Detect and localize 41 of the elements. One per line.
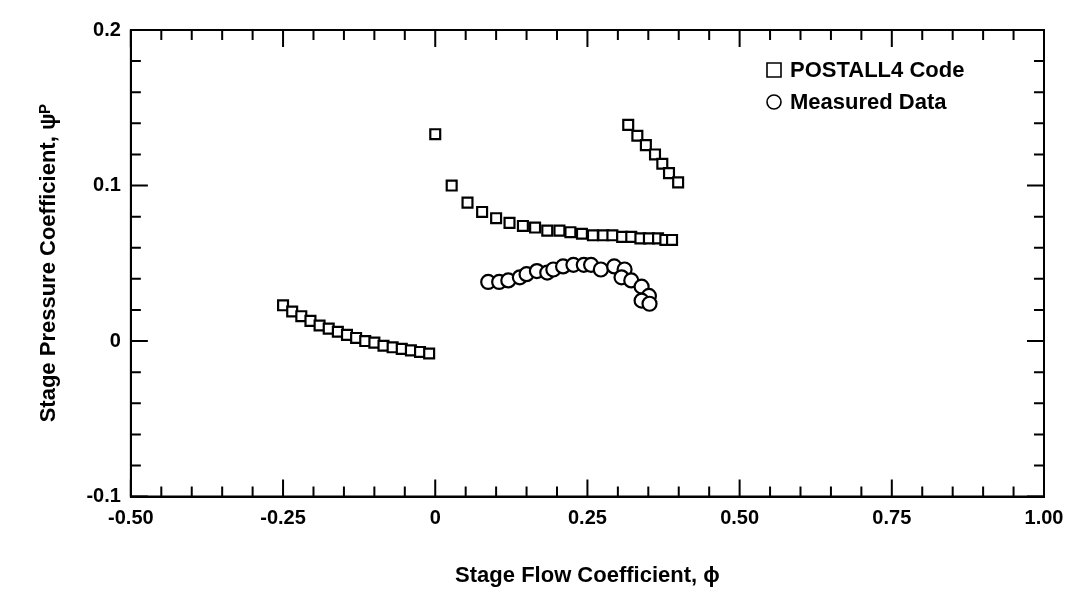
point — [304, 314, 317, 327]
point — [286, 305, 299, 318]
point — [490, 212, 503, 225]
point — [445, 179, 458, 192]
point — [662, 167, 676, 180]
point — [461, 196, 474, 209]
y-tick-label: -0.1 — [86, 484, 121, 507]
legend-label: POSTALL4 Code — [790, 57, 965, 83]
x-tick-label: -0.25 — [260, 506, 306, 529]
x-tick-label: 0.25 — [567, 506, 607, 529]
point — [592, 261, 609, 278]
point — [666, 233, 679, 247]
x-tick-label: 0 — [429, 506, 441, 529]
point — [564, 226, 577, 239]
x-tick-label: -0.50 — [108, 506, 154, 529]
point — [476, 205, 489, 219]
point — [423, 347, 436, 360]
y-tick-label: 0.1 — [93, 173, 121, 196]
point — [529, 221, 542, 234]
point — [631, 129, 644, 142]
x-tick-label: 0.75 — [872, 506, 912, 529]
point — [575, 227, 588, 240]
point — [516, 219, 529, 233]
point — [641, 295, 658, 312]
legend-label: Measured Data — [790, 89, 948, 115]
point — [622, 118, 635, 131]
y-tick-label: 0.2 — [93, 17, 121, 40]
x-tick-label: 0.50 — [720, 506, 760, 529]
point — [541, 224, 554, 237]
y-tick-label: 0 — [109, 328, 121, 351]
point — [429, 128, 442, 141]
point — [672, 176, 685, 189]
point — [656, 157, 669, 170]
y-axis-title: Stage Pressure Coefficient, ψᴾ — [35, 104, 61, 423]
x-tick-label: 1.00 — [1024, 506, 1064, 529]
point — [639, 139, 652, 152]
point — [648, 148, 662, 161]
x-axis-title: Stage Flow Coefficient, ϕ — [455, 561, 720, 587]
point — [553, 224, 566, 237]
point — [313, 319, 326, 332]
point — [503, 216, 516, 229]
